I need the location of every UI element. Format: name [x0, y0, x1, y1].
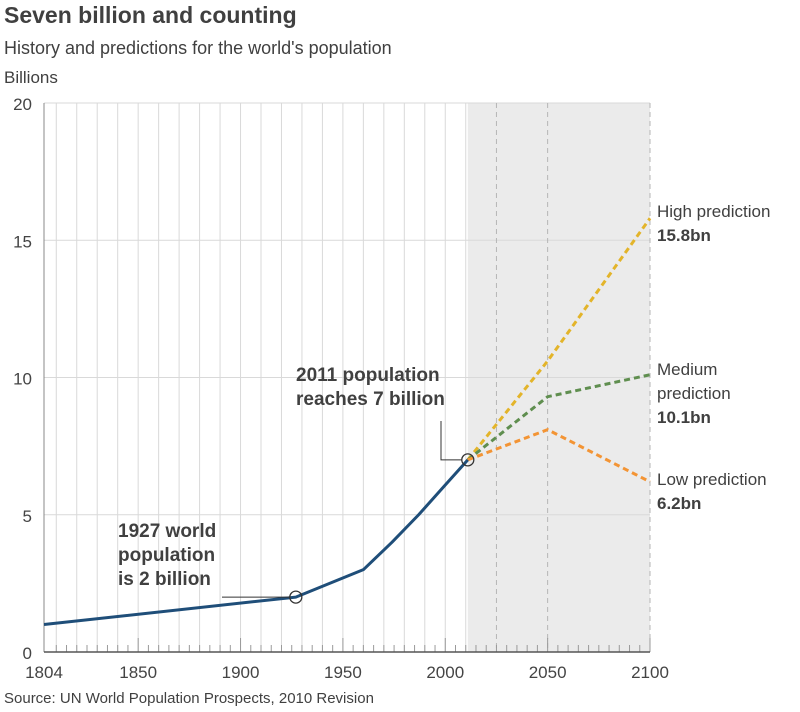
x-tick-label: 1950 — [324, 663, 362, 682]
high-prediction-line — [466, 217, 652, 461]
high-prediction-label: High prediction — [657, 202, 770, 221]
y-tick-label: 20 — [13, 95, 32, 114]
y-axis-unit-label: Billions — [4, 68, 58, 87]
x-tick-label: 2000 — [426, 663, 464, 682]
chart-title: Seven billion and counting — [4, 2, 297, 28]
medium-prediction-label: prediction — [657, 384, 731, 403]
x-tick-label: 2100 — [631, 663, 669, 682]
y-tick-label: 10 — [13, 370, 32, 389]
annotation-1927-text: is 2 billion — [118, 569, 211, 590]
axes-layer: 0 5 10 15 20 1804 1850 1900 1950 2000 2050 2100 — [13, 95, 669, 682]
annotation-2011-text: 2011 population — [296, 365, 440, 386]
high-prediction-value: 15.8bn — [657, 226, 711, 245]
history-line — [43, 458, 469, 627]
annotation-leader — [440, 421, 462, 461]
grid-layer — [44, 102, 651, 652]
x-tick-label: 1900 — [222, 663, 260, 682]
x-tick-label: 1850 — [119, 663, 157, 682]
medium-prediction-line — [466, 373, 651, 462]
series-layer — [43, 217, 652, 627]
medium-prediction-label: Medium — [657, 360, 717, 379]
y-tick-label: 0 — [23, 644, 32, 663]
annotation-layer: 1927 world population is 2 billion 2011 pop… — [118, 365, 475, 604]
x-tick-label: 2050 — [529, 663, 567, 682]
source-note: Source: UN World Population Prospects, 2… — [4, 690, 374, 707]
medium-prediction-value: 10.1bn — [657, 408, 711, 427]
annotation-1927-text: population — [118, 545, 215, 566]
low-prediction-label: Low prediction — [657, 470, 767, 489]
x-tick-label: 1804 — [25, 663, 63, 682]
annotation-1927-text: 1927 world — [118, 521, 216, 542]
series-label-layer: High prediction 15.8bn Medium prediction 10.… — [657, 202, 770, 513]
low-prediction-value: 6.2bn — [657, 494, 701, 513]
low-prediction-line — [467, 428, 651, 484]
chart-subtitle: History and predictions for the world's … — [4, 38, 392, 58]
y-tick-label: 5 — [23, 507, 32, 526]
annotation-2011-text: reaches 7 billion — [296, 389, 445, 410]
y-tick-label: 15 — [13, 232, 32, 251]
